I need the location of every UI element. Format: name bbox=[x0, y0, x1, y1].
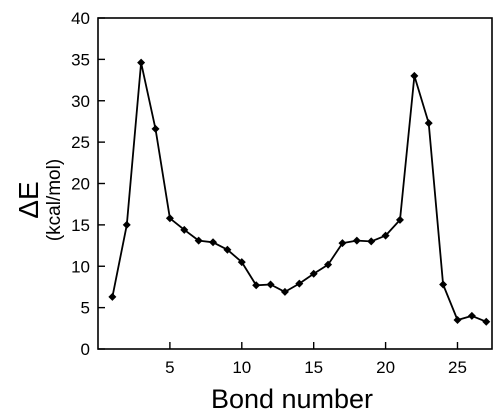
data-point-marker bbox=[467, 311, 476, 320]
plot-axes bbox=[97, 17, 493, 350]
y-axis-title-unit: (kcal/mol) bbox=[44, 159, 65, 241]
data-point-marker bbox=[338, 239, 347, 248]
data-point-marker bbox=[266, 280, 275, 289]
data-point-marker bbox=[237, 258, 246, 267]
y-tick-label: 10 bbox=[71, 257, 90, 276]
data-point-marker bbox=[151, 124, 160, 133]
data-point-marker bbox=[295, 279, 304, 288]
x-axis-ticks: 5 10 15 20 25 bbox=[165, 342, 467, 377]
data-point-marker bbox=[252, 281, 261, 290]
data-point-marker bbox=[395, 215, 404, 224]
y-tick-label: 30 bbox=[71, 92, 90, 111]
data-point-marker bbox=[424, 119, 433, 128]
y-tick-label: 40 bbox=[71, 9, 90, 28]
data-point-marker bbox=[439, 280, 448, 289]
y-tick-label: 15 bbox=[71, 216, 90, 235]
data-point-marker bbox=[482, 317, 491, 326]
data-point-marker bbox=[180, 225, 189, 234]
data-point-marker bbox=[324, 260, 333, 269]
data-point-marker bbox=[309, 269, 318, 278]
x-axis-title: Bond number bbox=[211, 384, 373, 414]
data-point-marker bbox=[453, 316, 462, 325]
y-tick-label: 25 bbox=[71, 133, 90, 152]
data-point-marker bbox=[194, 236, 203, 245]
x-tick-label: 15 bbox=[304, 358, 323, 377]
data-point-marker bbox=[280, 287, 289, 296]
data-point-marker bbox=[137, 58, 146, 67]
data-point-marker bbox=[122, 220, 131, 229]
x-tick-label: 5 bbox=[165, 358, 174, 377]
x-tick-label: 10 bbox=[232, 358, 251, 377]
data-point-marker bbox=[223, 245, 232, 254]
y-axis-ticks: 0 5 10 15 20 25 30 35 40 bbox=[71, 9, 105, 359]
data-point-marker bbox=[367, 237, 376, 246]
x-tick-label: 20 bbox=[376, 358, 395, 377]
y-axis-title-symbol: ΔE bbox=[13, 181, 44, 218]
y-tick-label: 20 bbox=[71, 175, 90, 194]
x-tick-label: 25 bbox=[448, 358, 467, 377]
data-series bbox=[108, 58, 491, 326]
y-axis-title: ΔE (kcal/mol) bbox=[13, 159, 65, 241]
data-point-marker bbox=[165, 214, 174, 223]
y-tick-label: 0 bbox=[81, 340, 90, 359]
y-tick-label: 5 bbox=[81, 299, 90, 318]
data-point-marker bbox=[410, 71, 419, 80]
data-point-marker bbox=[381, 231, 390, 240]
data-point-marker bbox=[352, 236, 361, 245]
data-point-marker bbox=[108, 292, 117, 301]
plot-frame bbox=[97, 17, 493, 350]
y-tick-label: 35 bbox=[71, 50, 90, 69]
data-point-marker bbox=[209, 238, 218, 247]
